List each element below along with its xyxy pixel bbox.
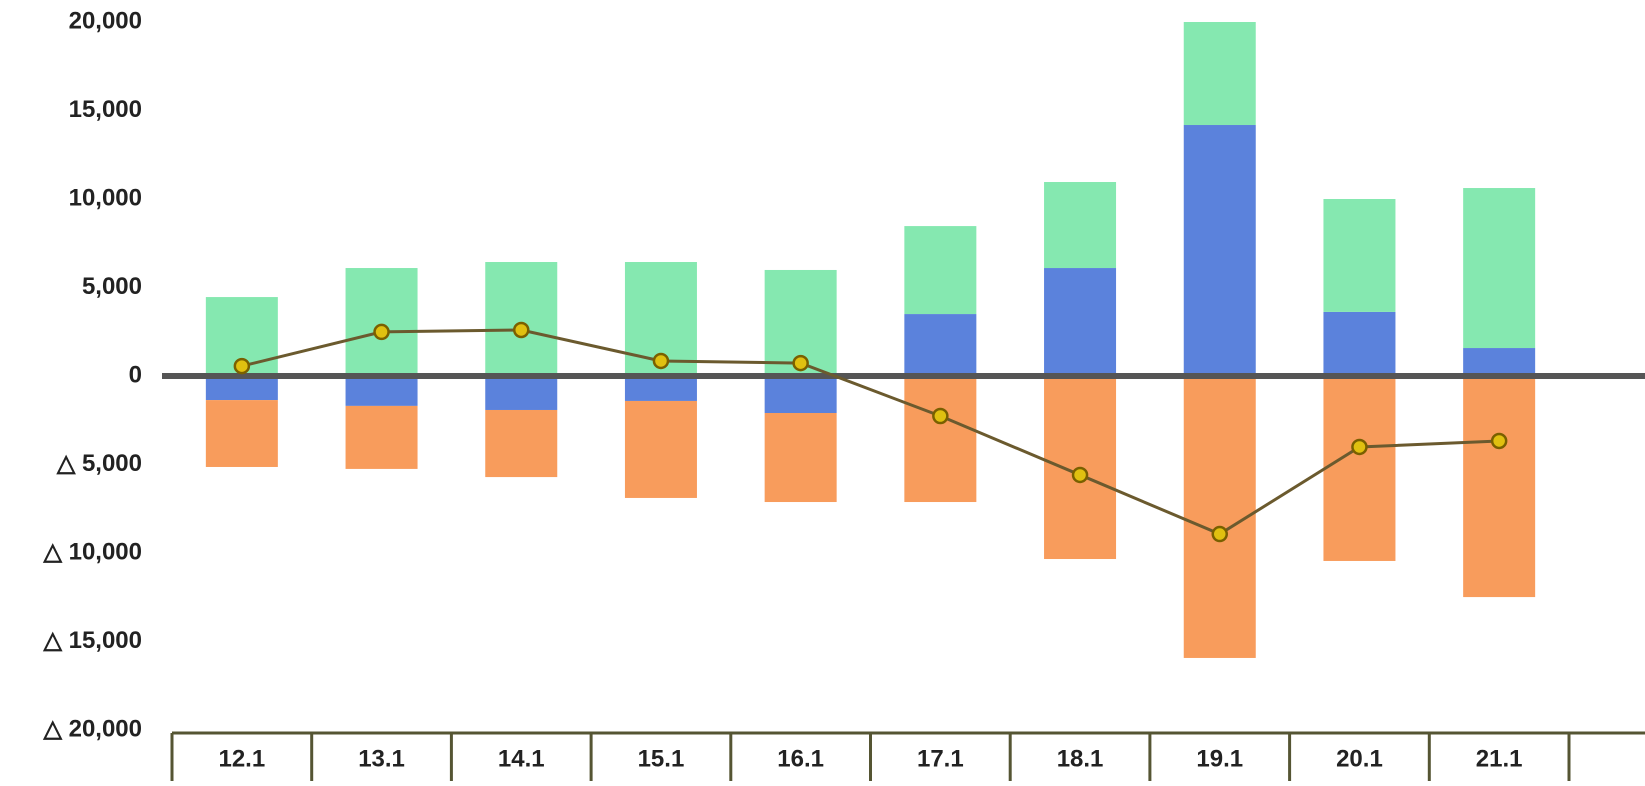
bar — [205, 376, 278, 401]
bar — [485, 262, 558, 376]
bar — [205, 400, 278, 467]
bar — [345, 405, 418, 469]
line-marker — [1490, 432, 1508, 450]
bar — [624, 376, 697, 401]
x-tick-label: 12.1 — [218, 745, 265, 772]
bar — [1463, 348, 1536, 376]
line — [241, 328, 1500, 536]
y-tick-label: △ 15,000 — [42, 627, 142, 654]
line-marker — [1071, 466, 1089, 484]
y-tick-label: △ 20,000 — [42, 715, 142, 742]
bar — [764, 376, 837, 413]
bar — [904, 376, 977, 503]
bar — [1323, 199, 1396, 312]
bar — [1044, 268, 1117, 376]
x-tick-label: 17.1 — [917, 745, 964, 772]
bar — [764, 412, 837, 503]
line-marker — [373, 323, 390, 341]
bar — [485, 409, 558, 478]
x-tick-label: 14.1 — [498, 745, 545, 772]
y-tick-label: △ 5,000 — [56, 450, 142, 477]
bar — [345, 376, 418, 406]
y-tick-label: 15,000 — [69, 96, 142, 123]
bar — [1323, 376, 1396, 561]
bar — [345, 268, 418, 376]
line-marker — [1211, 525, 1228, 543]
bar — [1183, 125, 1256, 376]
x-tick-label: 20.1 — [1336, 745, 1383, 772]
bar — [1183, 376, 1256, 658]
bar — [485, 376, 558, 410]
line-marker — [233, 357, 251, 375]
bar — [1463, 376, 1536, 598]
bar — [1044, 182, 1117, 269]
bar — [904, 226, 977, 315]
x-tick-label: 13.1 — [358, 745, 405, 772]
y-tick-label: △ 10,000 — [42, 538, 142, 565]
y-tick-label: 10,000 — [69, 184, 142, 211]
bar — [1323, 311, 1396, 376]
x-tick-label: 15.1 — [638, 745, 685, 772]
line-marker — [652, 352, 670, 370]
bar — [904, 314, 977, 376]
x-tick-label: 21.1 — [1476, 745, 1523, 772]
bar — [1463, 188, 1536, 349]
y-tick-label: 5,000 — [82, 273, 142, 300]
bar — [1183, 22, 1256, 126]
x-tick-label: 19.1 — [1196, 745, 1243, 772]
x-tick-label: 18.1 — [1057, 745, 1104, 772]
x-tick-label: 16.1 — [777, 745, 824, 772]
bar — [624, 400, 697, 498]
line-marker — [1351, 438, 1368, 456]
line-marker — [792, 354, 809, 372]
y-tick-label: 0 — [129, 361, 142, 388]
y-tick-label: 20,000 — [69, 7, 142, 34]
line-marker — [513, 321, 530, 339]
line-marker — [932, 407, 949, 425]
